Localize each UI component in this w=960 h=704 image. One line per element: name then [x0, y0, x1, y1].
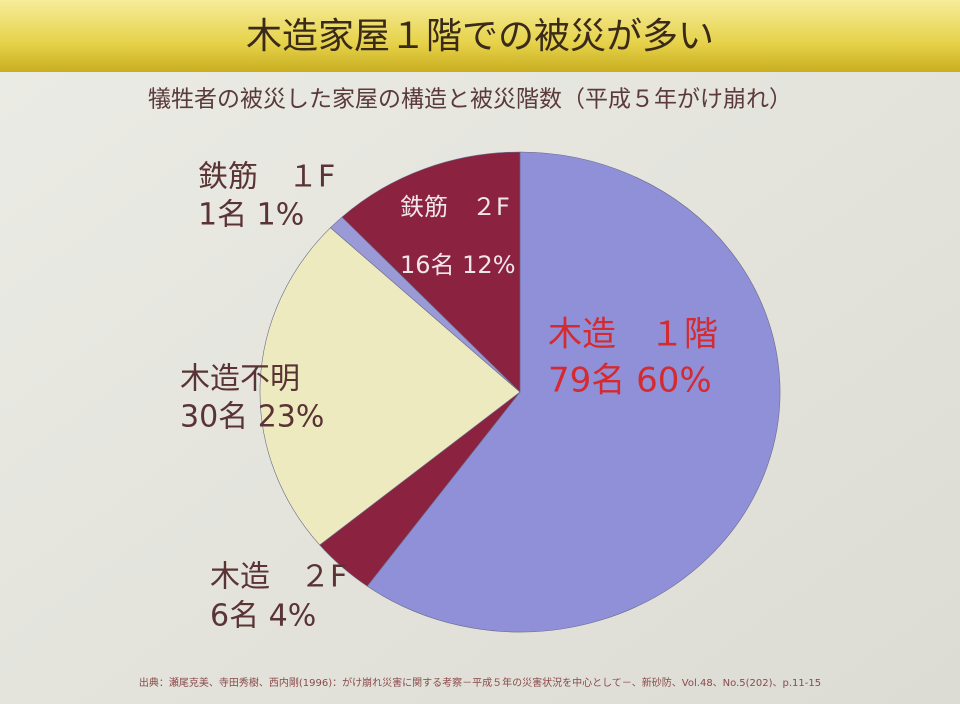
- slice-category-label: 鉄筋 ２F: [400, 193, 510, 221]
- title-band: [0, 0, 960, 72]
- slice-value-label: 79名 60%: [548, 361, 712, 401]
- slice-category-label: 木造 １階: [548, 315, 718, 355]
- source-note: 出典：瀬尾克美、寺田秀樹、西内剛(1996)：がけ崩れ災害に関する考察－平成５年…: [139, 676, 821, 689]
- slice-category-label: 木造不明: [180, 362, 300, 397]
- slice-value-label: 1名 1%: [198, 198, 304, 233]
- slice-category-label: 鉄筋 １F: [198, 160, 335, 195]
- pie-slice: [259, 227, 521, 546]
- chart-subtitle: 犠牲者の被災した家屋の構造と被災階数（平成５年がけ崩れ）: [148, 87, 792, 113]
- chart-title: 木造家屋１階での被災が多い: [246, 16, 714, 57]
- slice-value-label: 30名 23%: [180, 400, 324, 435]
- pie-slice: [366, 151, 781, 633]
- slice-category-label: 木造 ２F: [210, 560, 347, 595]
- pie-slice: [341, 151, 521, 393]
- slice-value-label: 6名 4%: [210, 599, 316, 634]
- slice-value-label: 16名 12%: [400, 251, 516, 279]
